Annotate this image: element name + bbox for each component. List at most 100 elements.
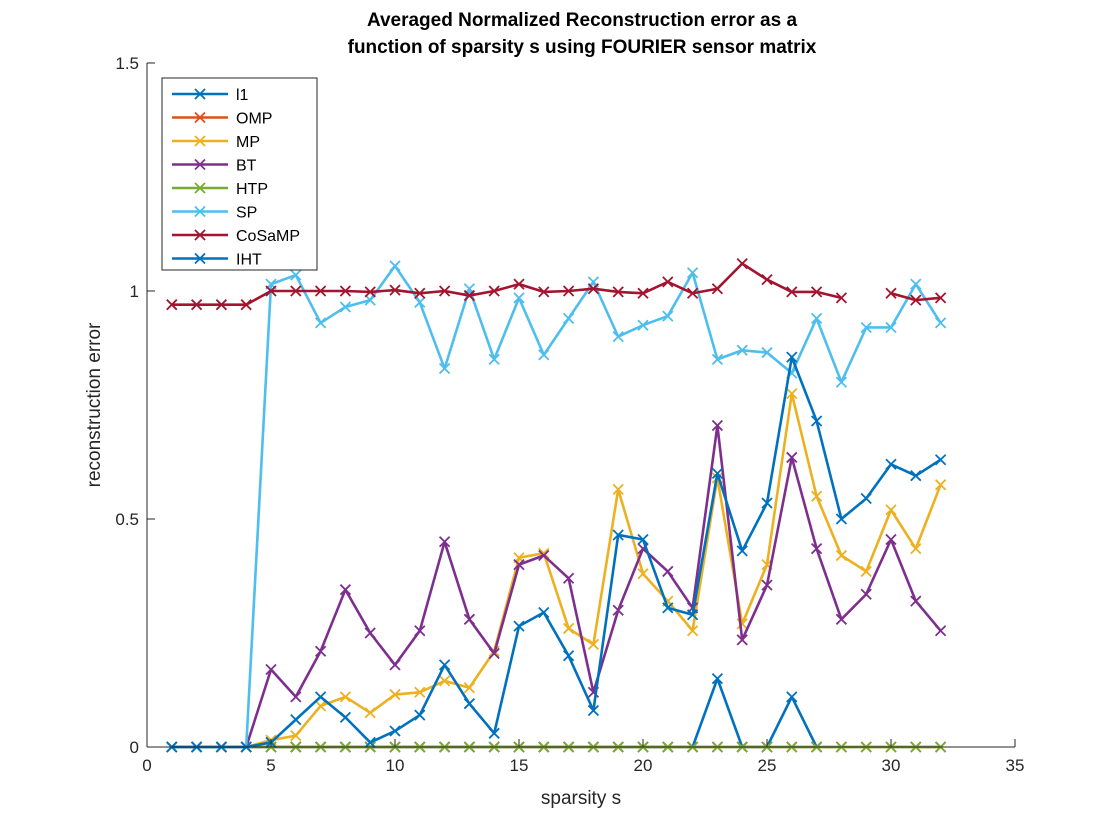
data-point: [686, 609, 699, 621]
data-point: [587, 704, 600, 717]
data-point: [513, 292, 525, 304]
data-point: [513, 278, 525, 290]
data-point: [860, 321, 872, 334]
legend-label: CoSaMP: [236, 228, 300, 245]
data-point: [438, 362, 451, 375]
legend-label: SP: [236, 205, 257, 222]
data-point: [389, 725, 401, 737]
chart-title-line-1: Averaged Normalized Reconstruction error…: [367, 10, 798, 31]
data-point: [538, 606, 550, 619]
data-point: [835, 292, 848, 304]
data-point: [637, 568, 649, 580]
data-point: [761, 346, 773, 359]
legend-marker: [194, 205, 206, 218]
legend-entries: l1 OMP MP BT HTP SP CoSaMP IHT: [172, 87, 300, 269]
data-point: [686, 625, 699, 637]
data-point: [438, 285, 451, 297]
series-line: [171, 424, 942, 749]
data-point: [339, 584, 352, 596]
data-point: [438, 536, 451, 548]
data-point: [786, 286, 798, 298]
data-point: [290, 729, 302, 742]
data-point: [860, 565, 872, 578]
data-point: [290, 714, 302, 726]
y-axis-label: reconstruction error: [84, 322, 105, 487]
data-point: [934, 317, 947, 329]
data-point: [587, 638, 600, 651]
data-point: [612, 529, 624, 541]
x-tick-label: 35: [1006, 756, 1025, 775]
data-point: [885, 321, 897, 334]
legend-box: [161, 77, 318, 271]
data-point: [612, 286, 624, 298]
legend-entry: OMP: [172, 111, 272, 128]
data-point: [562, 650, 575, 662]
data-point: [265, 663, 277, 676]
data-point: [612, 330, 624, 343]
series-cosamp: [166, 258, 947, 311]
data-point: [662, 276, 674, 288]
data-point: [562, 622, 575, 635]
data-point: [190, 299, 203, 311]
legend-label: l1: [236, 87, 249, 104]
data-point: [488, 353, 500, 366]
data-point: [463, 698, 476, 710]
data-point: [662, 565, 674, 578]
data-point: [910, 470, 922, 482]
data-point: [488, 647, 500, 660]
data-point: [538, 349, 550, 361]
data-point: [761, 579, 773, 591]
data-point: [389, 659, 401, 671]
series-iht: [166, 351, 947, 753]
y-tick-label: 1.5: [115, 54, 139, 73]
data-point: [414, 287, 426, 299]
data-point: [637, 319, 649, 331]
x-ticks: 0 5 10 15 20 25 30 35: [142, 739, 1024, 775]
data-point: [463, 613, 476, 625]
legend-marker: [194, 111, 206, 124]
data-point: [786, 387, 798, 400]
data-point: [438, 675, 451, 687]
data-point: [910, 543, 922, 555]
x-tick-label: 5: [266, 756, 275, 775]
data-point: [364, 294, 376, 306]
x-tick-label: 10: [386, 756, 405, 775]
legend-marker: [194, 182, 206, 194]
data-point: [761, 273, 773, 286]
legend-marker: [194, 158, 206, 171]
legend-label: IHT: [236, 252, 262, 269]
data-point: [513, 558, 525, 571]
data-point: [414, 625, 426, 637]
data-point: [314, 285, 327, 297]
data-point: [562, 312, 575, 324]
x-tick-label: 20: [634, 756, 653, 775]
data-point: [835, 376, 848, 388]
data-point: [736, 545, 748, 557]
data-point: [711, 353, 724, 366]
data-point: [711, 419, 724, 432]
data-point: [612, 483, 624, 495]
data-point: [265, 285, 277, 297]
legend-entry: CoSaMP: [172, 228, 300, 245]
series-line: [171, 262, 842, 306]
data-point: [934, 479, 947, 491]
data-point: [290, 285, 302, 297]
x-tick-label: 25: [758, 756, 777, 775]
data-point: [885, 533, 897, 546]
data-point: [786, 451, 798, 464]
data-point: [686, 267, 699, 279]
data-point: [885, 504, 897, 516]
data-point: [364, 736, 376, 749]
data-point: [290, 691, 302, 703]
data-point: [860, 492, 872, 505]
data-point: [339, 301, 352, 313]
data-point: [463, 289, 476, 302]
chart-title-line-2: function of sparsity s using FOURIER sen…: [348, 37, 817, 58]
data-point: [934, 625, 947, 637]
data-point: [364, 286, 376, 298]
data-point: [711, 283, 724, 295]
data-point: [438, 659, 451, 671]
data-point: [488, 285, 500, 297]
legend-marker: [194, 88, 206, 100]
data-point: [786, 351, 798, 363]
